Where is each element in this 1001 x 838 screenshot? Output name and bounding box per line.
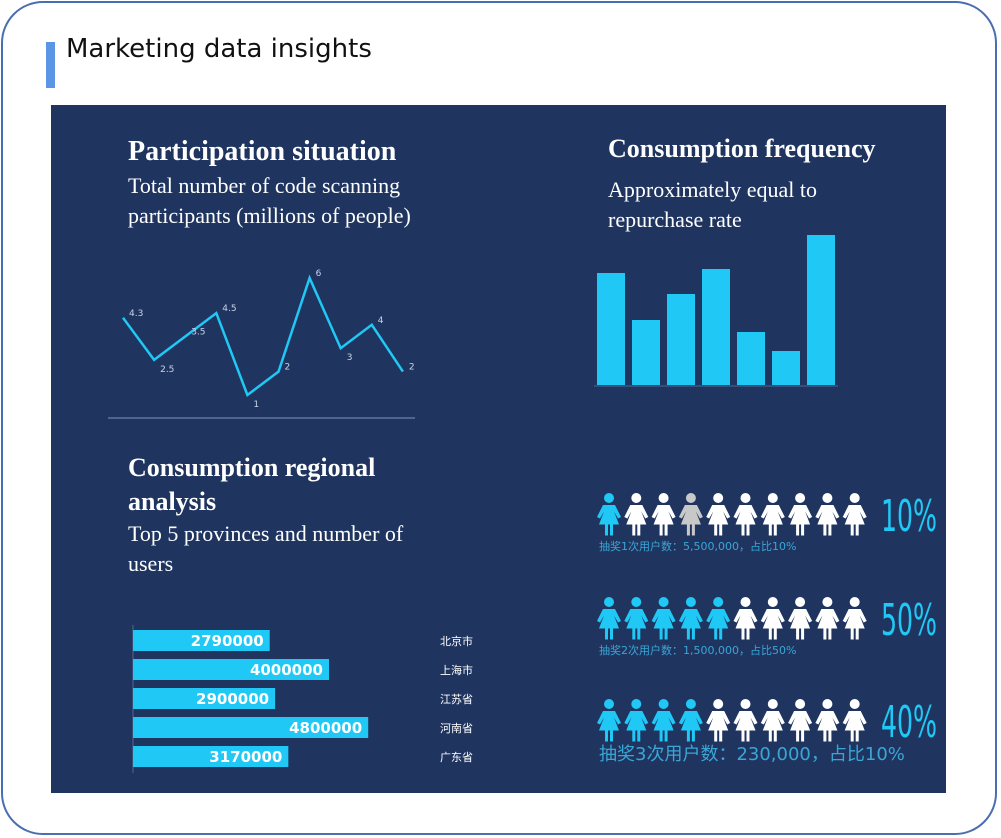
participation-title: Participation situation	[128, 136, 397, 167]
person-icon	[624, 597, 649, 640]
title-accent-bar	[46, 42, 55, 88]
person-icon	[815, 597, 840, 640]
pictogram-caption: 抽奖3次用户数：230,000，占比10%	[599, 744, 905, 765]
line-data-label: 2	[285, 363, 291, 373]
line-data-label: 4.5	[222, 304, 236, 314]
person-icon	[706, 493, 731, 536]
frequency-title: Consumption frequency	[608, 134, 876, 163]
regional-title-1: Consumption regional	[128, 453, 376, 482]
line-data-label: 4.3	[129, 309, 143, 319]
person-icon	[624, 699, 649, 742]
dashboard-panel: Participation situation Total number of …	[51, 105, 946, 793]
regional-bar-value: 4000000	[250, 661, 323, 679]
frequency-bar	[737, 332, 765, 385]
frequency-subtitle-2: repurchase rate	[608, 207, 742, 232]
person-icon	[678, 699, 703, 742]
page-title: Marketing data insights	[66, 34, 372, 64]
person-icon	[733, 493, 758, 536]
regional-bar	[133, 746, 289, 767]
regional-province-label: 江苏省	[440, 693, 473, 706]
person-icon	[788, 493, 813, 536]
pictogram-caption: 抽奖1次用户数：5,500,000，占比10%	[599, 539, 796, 553]
person-icon	[597, 493, 621, 536]
person-icon	[760, 699, 785, 742]
percent-label: 10%	[881, 491, 937, 542]
person-icon	[760, 493, 785, 536]
line-data-label: 6	[316, 269, 322, 279]
person-icon	[597, 699, 621, 742]
person-icon	[733, 699, 758, 742]
frequency-bar	[632, 320, 660, 385]
line-data-label: 2	[409, 363, 415, 373]
line-data-label: 2.5	[160, 365, 174, 375]
person-icon	[678, 597, 703, 640]
line-data-label: 3	[347, 353, 353, 363]
participation-subtitle-1: Total number of code scanning	[128, 173, 401, 198]
person-icon	[706, 699, 731, 742]
regional-subtitle-2: users	[128, 551, 174, 576]
regional-province-label: 北京市	[440, 634, 473, 648]
person-icon	[760, 597, 785, 640]
regional-bar-value: 4800000	[289, 719, 362, 737]
person-icon	[651, 597, 676, 640]
person-icon	[842, 597, 867, 640]
frequency-bar	[597, 273, 625, 385]
pictogram-caption: 抽奖2次用户数：1,500,000，占比50%	[599, 643, 796, 657]
regional-bar	[133, 688, 276, 709]
charts-canvas: 4.3 2.5 3.5 4.5 1 2 6 3 4 2 2790000 北京市 4000000 上海市 29…	[108, 235, 937, 773]
person-icon	[651, 493, 676, 536]
regional-province-label: 广东省	[440, 751, 473, 764]
person-icon	[733, 597, 758, 640]
regional-title-2: analysis	[128, 487, 217, 516]
frequency-bar	[772, 351, 800, 385]
regional-bar	[133, 630, 270, 651]
frequency-subtitle-1: Approximately equal to	[608, 177, 817, 202]
regional-province-label: 河南省	[440, 722, 473, 735]
regional-subtitle-1: Top 5 provinces and number of	[128, 521, 404, 546]
person-icon	[815, 493, 840, 536]
person-icon	[706, 597, 731, 640]
line-data-label: 4	[378, 316, 384, 326]
person-icon	[842, 699, 867, 742]
frequency-bar	[807, 235, 835, 385]
person-icon	[597, 597, 621, 640]
participation-subtitle-2: participants (millions of people)	[128, 203, 411, 228]
person-icon	[815, 699, 840, 742]
participation-line	[121, 274, 404, 397]
regional-bar-value: 2790000	[191, 632, 264, 650]
regional-bar-value: 2900000	[196, 690, 269, 708]
person-icon	[624, 493, 649, 536]
frequency-bar	[702, 269, 730, 385]
frequency-bar	[667, 294, 695, 385]
line-data-label: 3.5	[191, 328, 205, 338]
person-icon	[788, 699, 813, 742]
regional-bar	[133, 659, 329, 680]
person-icon	[651, 699, 676, 742]
person-icon	[678, 493, 703, 536]
regional-bar	[133, 717, 369, 738]
person-icon	[788, 597, 813, 640]
percent-label: 40%	[881, 697, 937, 748]
person-icon	[842, 493, 867, 536]
percent-label: 50%	[881, 595, 937, 646]
line-data-label: 1	[253, 400, 259, 410]
regional-bar-value: 3170000	[209, 748, 282, 766]
regional-province-label: 上海市	[440, 663, 473, 677]
